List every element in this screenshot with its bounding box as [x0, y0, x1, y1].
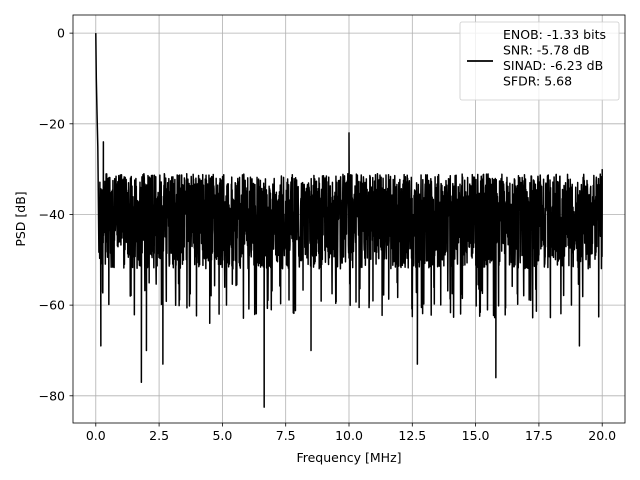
legend-entry: ENOB: -1.33 bits SNR: -5.78 dB SINAD: -6.2… — [503, 27, 606, 89]
x-tick-label: 7.5 — [276, 428, 296, 443]
legend-box — [459, 21, 620, 101]
psd-series-line — [95, 33, 603, 408]
x-axis-label: Frequency [MHz] — [296, 450, 401, 465]
x-tick-label: 10.0 — [335, 428, 363, 443]
legend-entry-line: SFDR: 5.68 — [503, 74, 572, 89]
x-tick-label: 12.5 — [398, 428, 426, 443]
x-tick-label: 17.5 — [525, 428, 553, 443]
x-tick-label: 20.0 — [588, 428, 616, 443]
x-tick-label: 5.0 — [212, 428, 232, 443]
y-tick-label: −60 — [39, 298, 65, 313]
x-axis-ticks: 0.0 2.5 5.0 7.5 10.0 12.5 15.0 17.5 20.0 — [86, 423, 616, 443]
x-tick-label: 2.5 — [149, 428, 169, 443]
x-tick-label: 0.0 — [86, 428, 106, 443]
x-tick-label: 15.0 — [462, 428, 490, 443]
legend-entry-line: ENOB: -1.33 bits — [503, 27, 606, 42]
y-tick-label: 0 — [57, 26, 65, 41]
plot-area — [95, 33, 603, 408]
y-tick-label: −40 — [39, 207, 65, 222]
y-axis-label: PSD [dB] — [13, 191, 28, 246]
y-tick-label: −80 — [39, 388, 65, 403]
legend: ENOB: -1.33 bits SNR: -5.78 dB SINAD: -6.2… — [459, 21, 620, 101]
y-axis-ticks: 0 −20 −40 −60 −80 — [39, 26, 73, 403]
legend-entry-line: SNR: -5.78 dB — [503, 43, 590, 58]
legend-entry-line: SINAD: -6.23 dB — [503, 58, 603, 73]
y-tick-label: −20 — [39, 116, 65, 131]
